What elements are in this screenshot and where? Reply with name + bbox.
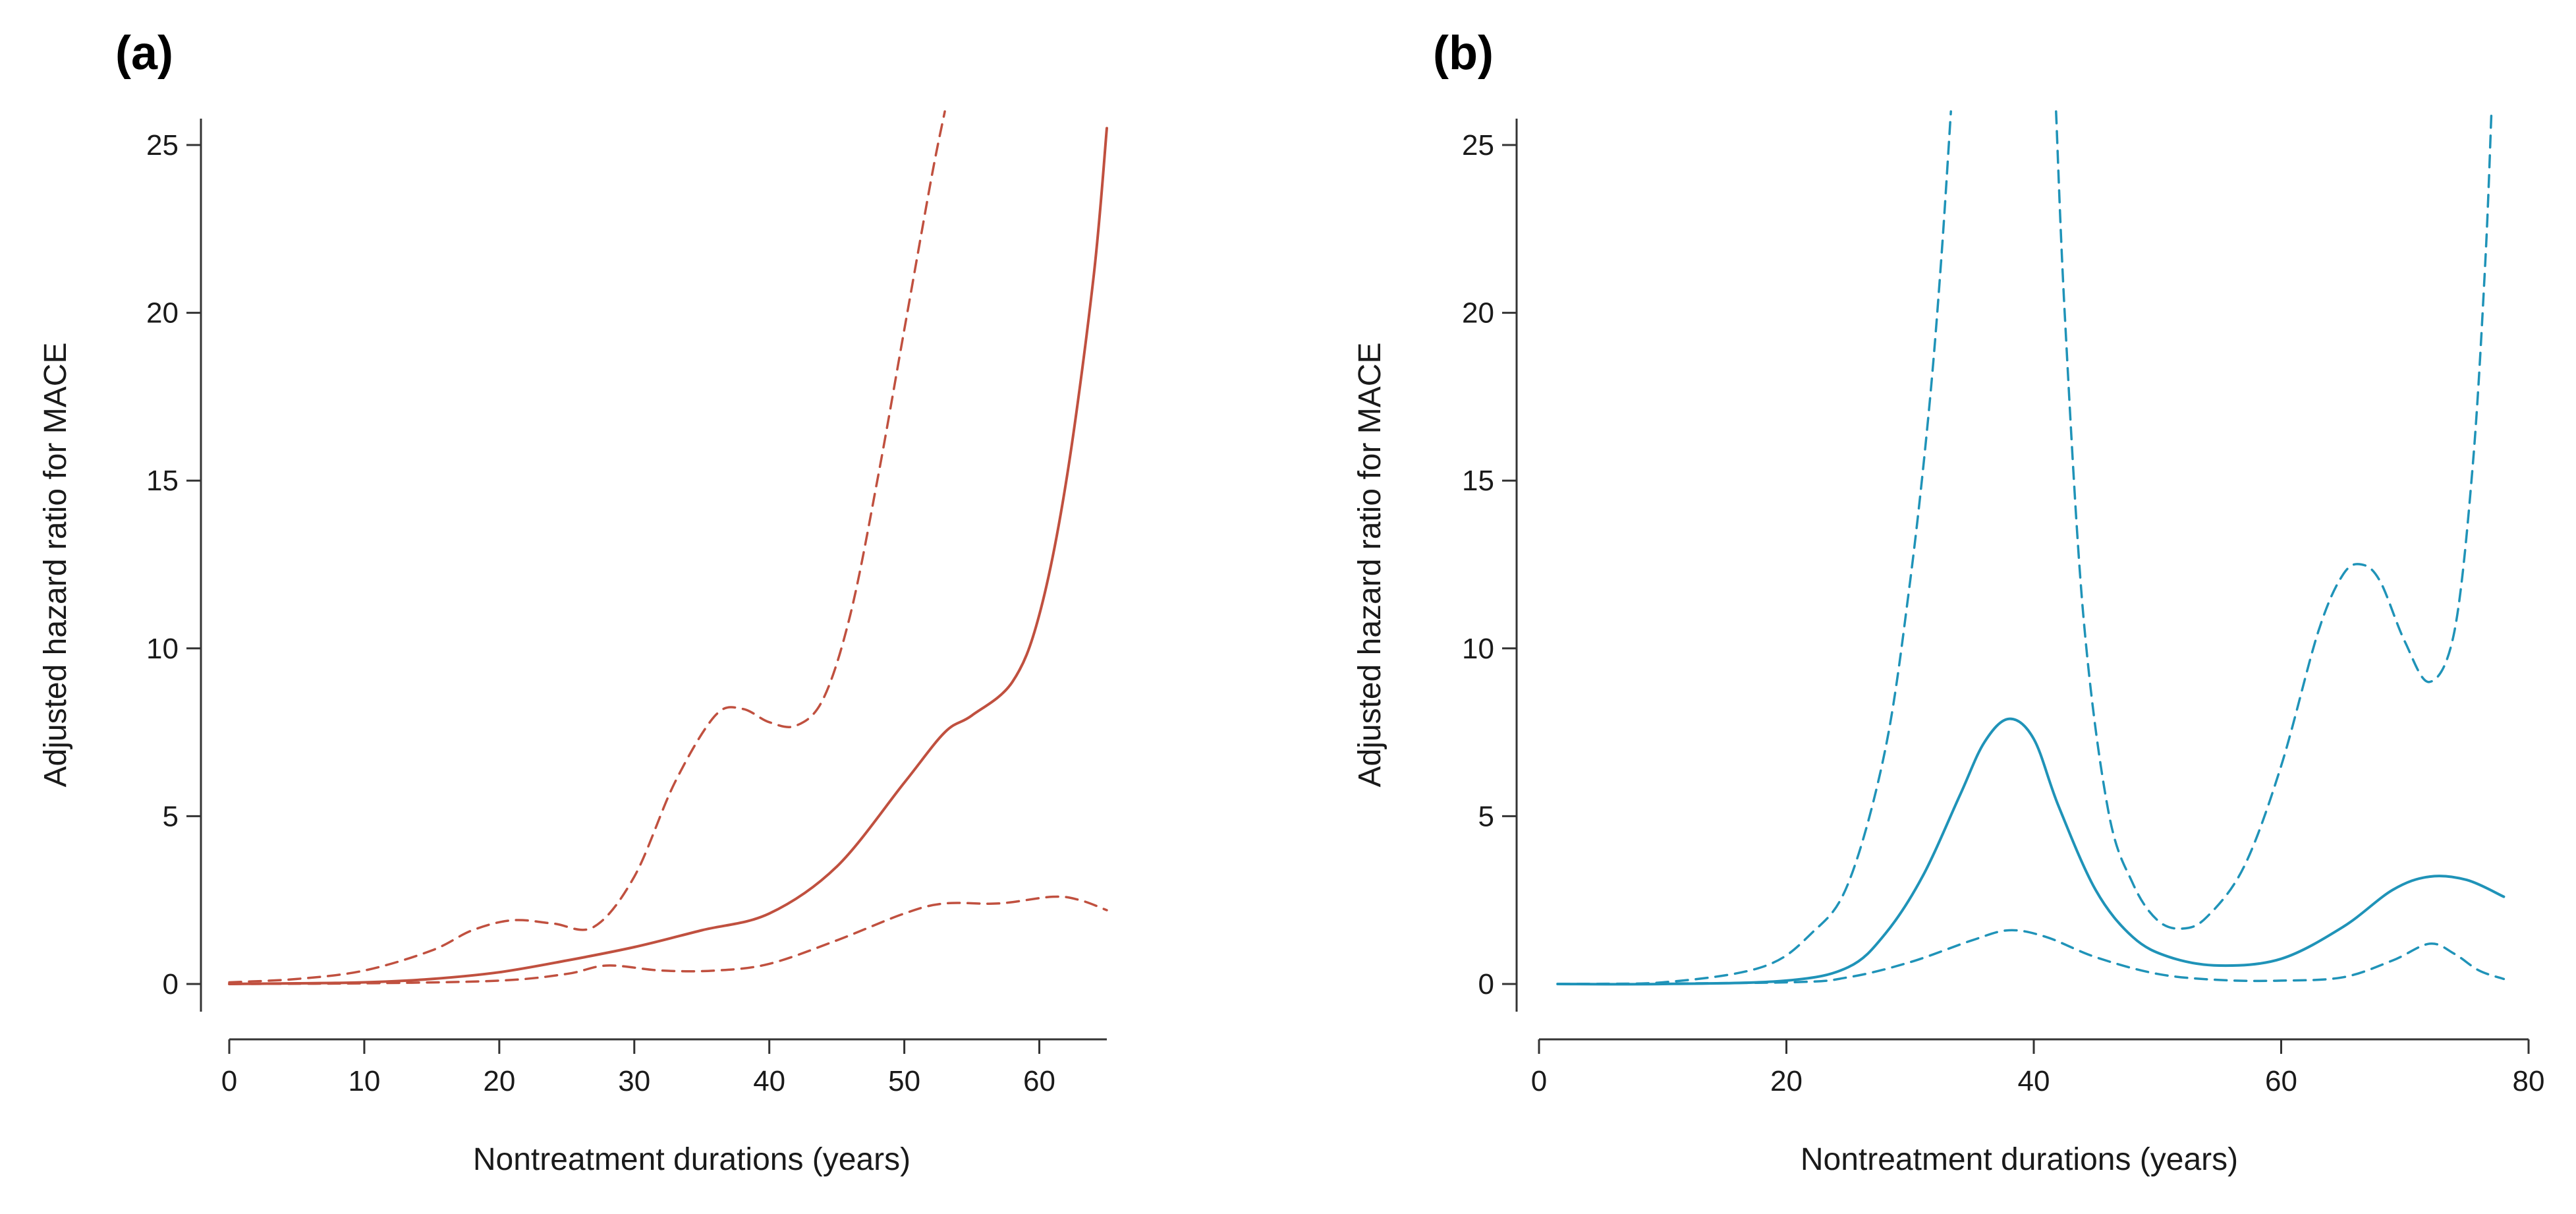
panel-b-x-tick-label: 80 xyxy=(2513,1065,2545,1097)
panel-b: (b) 0 5 10 15 20 25 0 20 40 60 80 Adjusted hazard… xyxy=(1353,27,2544,1177)
panel-a-y-tick-label: 15 xyxy=(146,465,179,497)
panel-a-y-tick-label: 5 xyxy=(163,800,179,832)
panel-b-x-ticks: 0 20 40 60 80 xyxy=(1531,1039,2545,1097)
panel-a-x-tick-label: 50 xyxy=(888,1065,920,1097)
panel-a-x-tick-label: 10 xyxy=(348,1065,380,1097)
panel-b-y-tick-label: 15 xyxy=(1462,465,1494,497)
panel-a-series xyxy=(228,110,1108,985)
panel-b-y-axis-title: Adjusted hazard ratio for MACE xyxy=(1353,343,1387,788)
panel-b-y-tick-label: 20 xyxy=(1462,297,1494,330)
panel-b-x-axis-title: Nontreatment durations (years) xyxy=(1801,1142,2238,1177)
panel-b-series-estimate xyxy=(1556,717,2506,986)
panel-a-x-tick-label: 20 xyxy=(483,1065,515,1097)
panel-b-y-tick-label: 10 xyxy=(1462,633,1494,665)
panel-b-series-upper-95-ci-left-branch xyxy=(1556,110,1952,985)
panel-b-x-tick-label: 0 xyxy=(1531,1065,1547,1097)
panel-a-series-lower-95-ci xyxy=(228,895,1108,985)
panel-a-label: (a) xyxy=(115,27,173,80)
panel-a-x-tick-label: 0 xyxy=(221,1065,237,1097)
panel-b-series xyxy=(1556,110,2506,986)
panel-a-y-axis-title: Adjusted hazard ratio for MACE xyxy=(38,343,73,788)
panel-b-y-tick-label: 5 xyxy=(1478,800,1494,832)
panel-a-x-axis-title: Nontreatment durations (years) xyxy=(473,1142,910,1177)
panel-b-x-tick-label: 20 xyxy=(1770,1065,1803,1097)
panel-b-x-tick-label: 60 xyxy=(2265,1065,2297,1097)
panel-a-y-tick-label: 20 xyxy=(146,297,179,330)
panel-a-y-tick-label: 25 xyxy=(146,129,179,161)
panel-b-y-tick-label: 25 xyxy=(1462,129,1494,161)
panel-a-series-estimate xyxy=(228,127,1108,985)
panel-a-x-ticks: 0 10 20 30 40 50 60 xyxy=(221,1039,1055,1097)
panel-b-label: (b) xyxy=(1433,27,1494,80)
panel-a: (a) 0 5 10 15 20 25 0 10 20 30 40 50 60 Adjusted ha… xyxy=(38,27,1108,1177)
panel-a-x-tick-label: 30 xyxy=(618,1065,650,1097)
panel-b-y-tick-label: 0 xyxy=(1478,968,1494,1000)
panel-a-x-tick-label: 60 xyxy=(1023,1065,1055,1097)
panel-a-y-tick-label: 10 xyxy=(146,633,179,665)
panel-a-y-tick-label: 0 xyxy=(163,968,179,1000)
panel-a-y-ticks: 0 5 10 15 20 25 xyxy=(146,129,201,1000)
panel-a-series-upper-95-ci xyxy=(228,110,946,984)
panel-a-x-tick-label: 40 xyxy=(753,1065,785,1097)
panel-b-series-upper-95-ci-middle-branch xyxy=(2055,110,2493,930)
panel-b-series-lower-95-ci xyxy=(1556,929,2506,985)
panel-b-y-ticks: 0 5 10 15 20 25 xyxy=(1462,129,1517,1000)
panel-b-x-tick-label: 40 xyxy=(2018,1065,2050,1097)
